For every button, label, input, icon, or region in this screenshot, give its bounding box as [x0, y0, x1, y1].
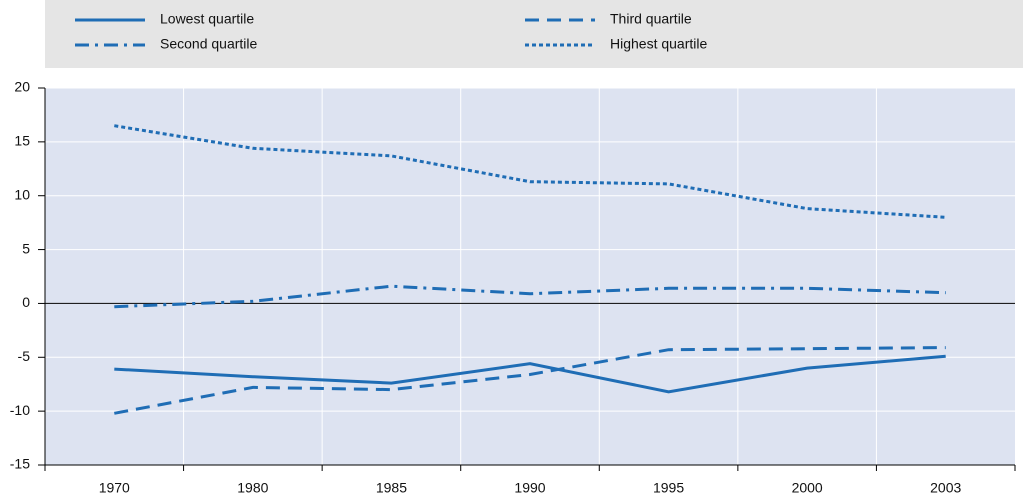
legend-box	[45, 0, 1023, 68]
x-tick-label: 2003	[930, 480, 961, 496]
series-line	[114, 124, 946, 219]
x-tick-label: 1985	[376, 480, 407, 496]
y-tick-label: 0	[22, 294, 30, 310]
series-line	[114, 354, 946, 394]
legend-label: Highest quartile	[610, 36, 707, 52]
x-tick-label: 2000	[792, 480, 823, 496]
x-tick-label: 1990	[514, 480, 545, 496]
y-tick-label: -10	[10, 402, 30, 418]
legend-label: Lowest quartile	[160, 11, 254, 27]
legend-label: Second quartile	[160, 36, 258, 52]
plot-area	[45, 88, 1015, 465]
y-tick-label: 5	[22, 240, 30, 256]
x-tick-label: 1980	[237, 480, 268, 496]
series-line	[114, 284, 946, 309]
y-tick-label: 20	[14, 79, 30, 95]
y-tick-label: 10	[14, 186, 30, 202]
y-tick-label: -5	[18, 348, 31, 364]
legend-label: Third quartile	[610, 11, 692, 27]
y-tick-label: 15	[14, 133, 30, 149]
x-tick-label: 1970	[99, 480, 130, 496]
x-tick-label: 1995	[653, 480, 684, 496]
y-tick-label: -15	[10, 456, 30, 472]
series-line	[114, 346, 946, 415]
